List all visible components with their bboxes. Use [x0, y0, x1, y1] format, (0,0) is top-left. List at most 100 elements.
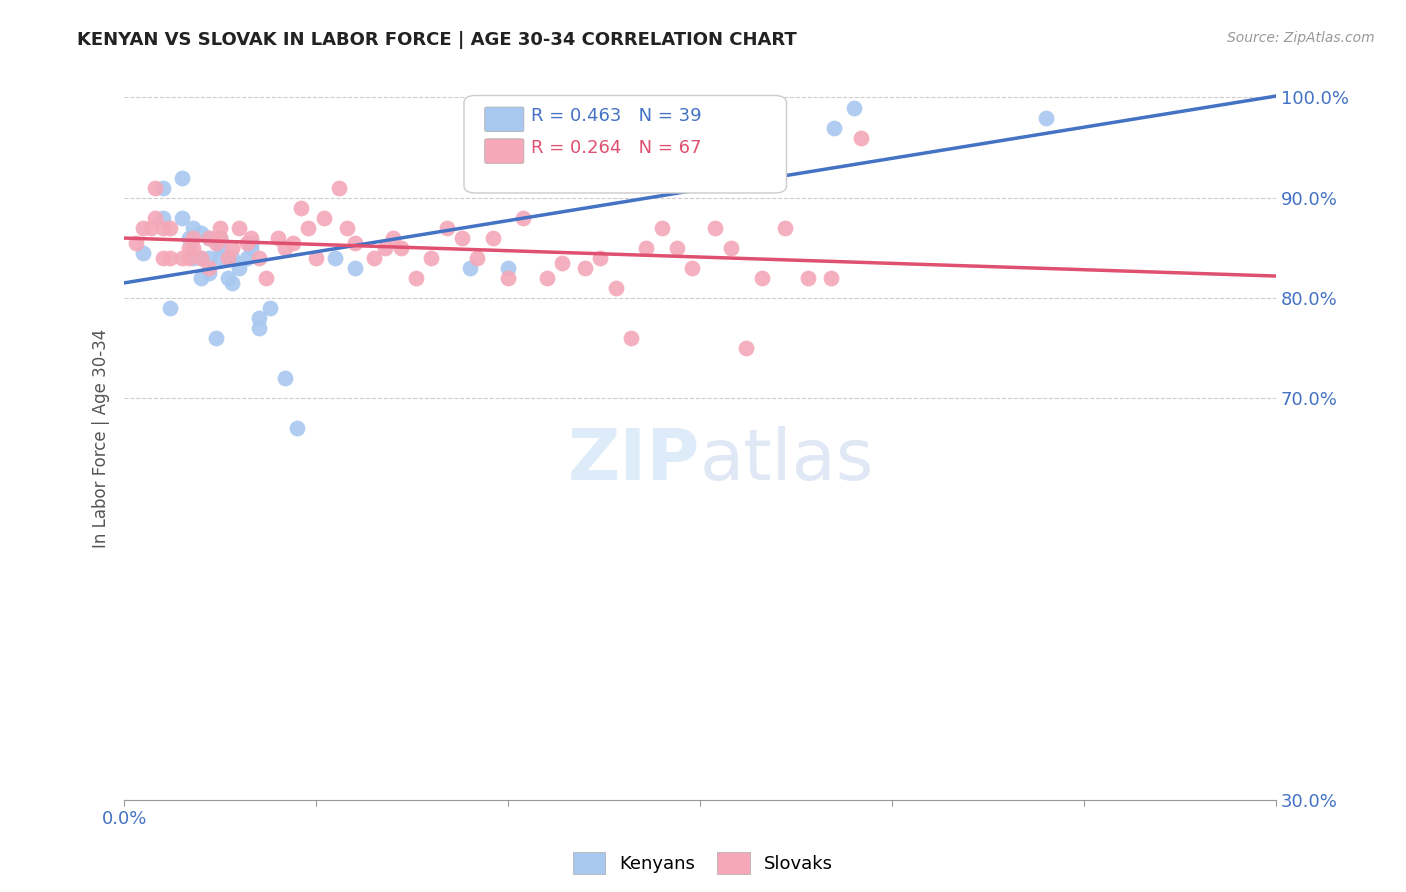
- Point: [197, 251, 219, 265]
- Point: [143, 211, 166, 225]
- Point: [420, 251, 443, 265]
- Legend: Kenyans, Slovaks: Kenyans, Slovaks: [565, 845, 841, 881]
- Point: [179, 241, 201, 255]
- Text: ZIP: ZIP: [568, 425, 700, 495]
- Point: [197, 231, 219, 245]
- Point: [179, 251, 201, 265]
- Point: [190, 226, 212, 240]
- Text: R = 0.264   N = 67: R = 0.264 N = 67: [531, 139, 702, 157]
- Point: [281, 235, 304, 250]
- Point: [374, 241, 396, 255]
- Point: [259, 301, 281, 315]
- Point: [405, 271, 427, 285]
- Point: [328, 180, 350, 194]
- Point: [190, 251, 212, 265]
- Point: [228, 220, 250, 235]
- Point: [823, 120, 845, 135]
- Point: [181, 251, 204, 265]
- Point: [274, 241, 297, 255]
- Point: [851, 130, 873, 145]
- Point: [170, 170, 193, 185]
- Point: [666, 241, 689, 255]
- Point: [159, 301, 181, 315]
- Point: [496, 260, 519, 275]
- Point: [381, 231, 404, 245]
- Point: [305, 251, 328, 265]
- Point: [297, 220, 319, 235]
- Point: [181, 220, 204, 235]
- Point: [170, 211, 193, 225]
- Point: [197, 231, 219, 245]
- Point: [152, 211, 174, 225]
- Point: [796, 271, 818, 285]
- Point: [773, 220, 796, 235]
- Point: [197, 266, 219, 280]
- Y-axis label: In Labor Force | Age 30-34: In Labor Force | Age 30-34: [93, 329, 110, 548]
- Point: [132, 246, 155, 260]
- Point: [325, 251, 347, 265]
- FancyBboxPatch shape: [485, 139, 524, 163]
- Point: [217, 271, 239, 285]
- FancyBboxPatch shape: [485, 107, 524, 132]
- Point: [820, 271, 842, 285]
- Point: [179, 231, 201, 245]
- Point: [236, 235, 259, 250]
- Text: R = 0.463   N = 39: R = 0.463 N = 39: [531, 107, 702, 125]
- Point: [181, 241, 204, 255]
- Point: [228, 260, 250, 275]
- Point: [132, 220, 155, 235]
- Point: [239, 235, 262, 250]
- Point: [209, 220, 232, 235]
- Point: [170, 251, 193, 265]
- Point: [197, 260, 219, 275]
- Point: [290, 201, 312, 215]
- Point: [274, 371, 297, 385]
- Point: [209, 231, 232, 245]
- Point: [190, 251, 212, 265]
- Point: [574, 260, 596, 275]
- Point: [152, 220, 174, 235]
- Point: [467, 251, 489, 265]
- Point: [125, 235, 148, 250]
- Point: [159, 220, 181, 235]
- Point: [496, 271, 519, 285]
- Point: [389, 241, 412, 255]
- Point: [481, 231, 503, 245]
- Point: [239, 241, 262, 255]
- Point: [209, 241, 232, 255]
- Point: [512, 211, 534, 225]
- Point: [636, 241, 658, 255]
- Text: atlas: atlas: [700, 425, 875, 495]
- Point: [221, 251, 243, 265]
- Point: [247, 311, 270, 326]
- Text: Source: ZipAtlas.com: Source: ZipAtlas.com: [1227, 31, 1375, 45]
- Point: [842, 101, 865, 115]
- Point: [267, 231, 290, 245]
- Point: [589, 251, 612, 265]
- Point: [209, 251, 232, 265]
- Point: [190, 271, 212, 285]
- Point: [139, 220, 162, 235]
- Point: [343, 235, 366, 250]
- Point: [681, 260, 703, 275]
- Point: [247, 321, 270, 335]
- Point: [343, 260, 366, 275]
- Point: [285, 421, 308, 435]
- Point: [551, 256, 574, 270]
- Point: [312, 211, 335, 225]
- Point: [236, 251, 259, 265]
- Point: [152, 251, 174, 265]
- Point: [221, 241, 243, 255]
- Point: [143, 180, 166, 194]
- Point: [217, 251, 239, 265]
- Point: [205, 331, 228, 345]
- Point: [239, 231, 262, 245]
- FancyBboxPatch shape: [464, 95, 786, 193]
- Point: [720, 241, 742, 255]
- Point: [336, 220, 359, 235]
- Point: [451, 231, 474, 245]
- Point: [363, 251, 385, 265]
- Point: [735, 341, 758, 355]
- Point: [458, 260, 481, 275]
- Point: [247, 251, 270, 265]
